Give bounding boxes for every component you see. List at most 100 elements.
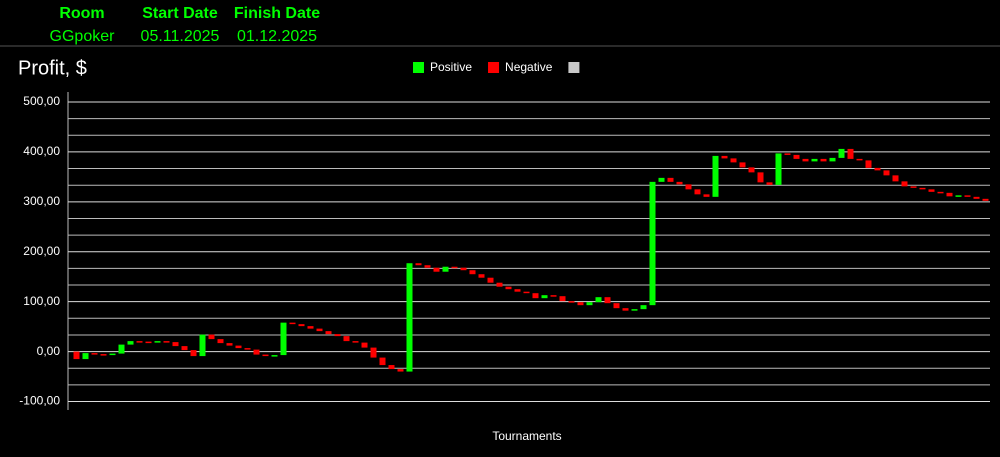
y-tick-label: 0,00 xyxy=(37,344,61,358)
bar xyxy=(874,167,881,171)
bar xyxy=(946,192,953,197)
bar xyxy=(541,295,548,299)
bar xyxy=(838,148,845,158)
bar xyxy=(262,354,269,357)
bar xyxy=(370,347,377,358)
bar xyxy=(334,334,341,337)
bar xyxy=(325,331,332,335)
bar xyxy=(730,158,737,163)
bar xyxy=(226,343,233,346)
bar xyxy=(136,341,143,343)
bar xyxy=(982,198,989,201)
header-label: Room xyxy=(59,5,104,22)
bar xyxy=(973,196,980,199)
bar xyxy=(577,302,584,306)
bar xyxy=(118,344,125,354)
bar xyxy=(910,186,917,188)
bar xyxy=(550,295,557,297)
bar xyxy=(892,175,899,182)
bar xyxy=(937,191,944,194)
bar xyxy=(802,158,809,162)
bar xyxy=(595,297,602,303)
legend-swatch xyxy=(488,62,500,73)
bar xyxy=(865,160,872,168)
bar xyxy=(811,158,818,162)
bar xyxy=(244,348,251,350)
bar xyxy=(433,267,440,272)
bar xyxy=(415,263,422,266)
bar xyxy=(379,357,386,366)
bar xyxy=(712,155,719,197)
bar xyxy=(766,182,773,185)
y-tick-label: 200,00 xyxy=(23,244,60,258)
bar xyxy=(190,350,197,357)
bar xyxy=(820,158,827,162)
bar xyxy=(829,157,836,162)
bar xyxy=(73,351,80,360)
bar xyxy=(775,153,782,185)
bar xyxy=(307,326,314,329)
bar xyxy=(928,189,935,192)
bar xyxy=(271,355,278,357)
bar xyxy=(514,289,521,292)
y-tick-label: 100,00 xyxy=(23,294,60,308)
bar xyxy=(181,346,188,351)
bar xyxy=(505,286,512,290)
bar xyxy=(676,181,683,185)
bar xyxy=(784,153,791,155)
bar xyxy=(109,353,116,356)
bar xyxy=(442,266,449,272)
bar xyxy=(901,181,908,187)
bar xyxy=(235,345,242,349)
bar xyxy=(685,184,692,190)
bar xyxy=(955,195,962,197)
bar xyxy=(721,155,728,159)
bar xyxy=(919,187,926,190)
bar xyxy=(703,194,710,197)
bar xyxy=(145,341,152,344)
header-value: 05.11.2025 xyxy=(141,28,220,45)
bar xyxy=(451,266,458,269)
x-axis-label: Tournaments xyxy=(492,429,561,443)
bar xyxy=(613,303,620,309)
bar xyxy=(640,305,647,310)
bar xyxy=(82,353,89,360)
bar xyxy=(748,167,755,173)
bar xyxy=(694,189,701,195)
bar xyxy=(397,369,404,372)
bar xyxy=(280,322,287,356)
legend-swatch xyxy=(413,62,424,73)
bar xyxy=(667,177,674,182)
bar xyxy=(523,291,530,294)
bar xyxy=(622,308,629,311)
bar xyxy=(172,342,179,347)
y-tick-label: 500,00 xyxy=(23,94,60,108)
bar xyxy=(496,282,503,287)
y-tick-label: -100,00 xyxy=(19,394,60,408)
bar xyxy=(298,324,305,327)
bar xyxy=(217,339,224,344)
bar xyxy=(253,349,260,355)
bar xyxy=(154,341,161,343)
header-value: GGpoker xyxy=(50,28,116,45)
bar xyxy=(739,162,746,168)
bar xyxy=(469,270,476,275)
bar xyxy=(91,353,98,355)
bar xyxy=(604,297,611,304)
y-tick-label: 300,00 xyxy=(23,194,60,208)
bar xyxy=(856,158,863,161)
bar xyxy=(793,154,800,159)
bar xyxy=(586,302,593,306)
bar xyxy=(883,170,890,176)
bar xyxy=(559,296,566,302)
bar xyxy=(757,172,764,183)
bar xyxy=(568,301,575,303)
bar xyxy=(316,328,323,332)
bar xyxy=(847,148,854,159)
header-label: Finish Date xyxy=(234,5,320,22)
bar xyxy=(478,274,485,278)
legend-label: Positive xyxy=(430,60,472,74)
bar xyxy=(163,341,170,343)
legend-swatch xyxy=(568,62,580,73)
bar xyxy=(649,181,656,306)
